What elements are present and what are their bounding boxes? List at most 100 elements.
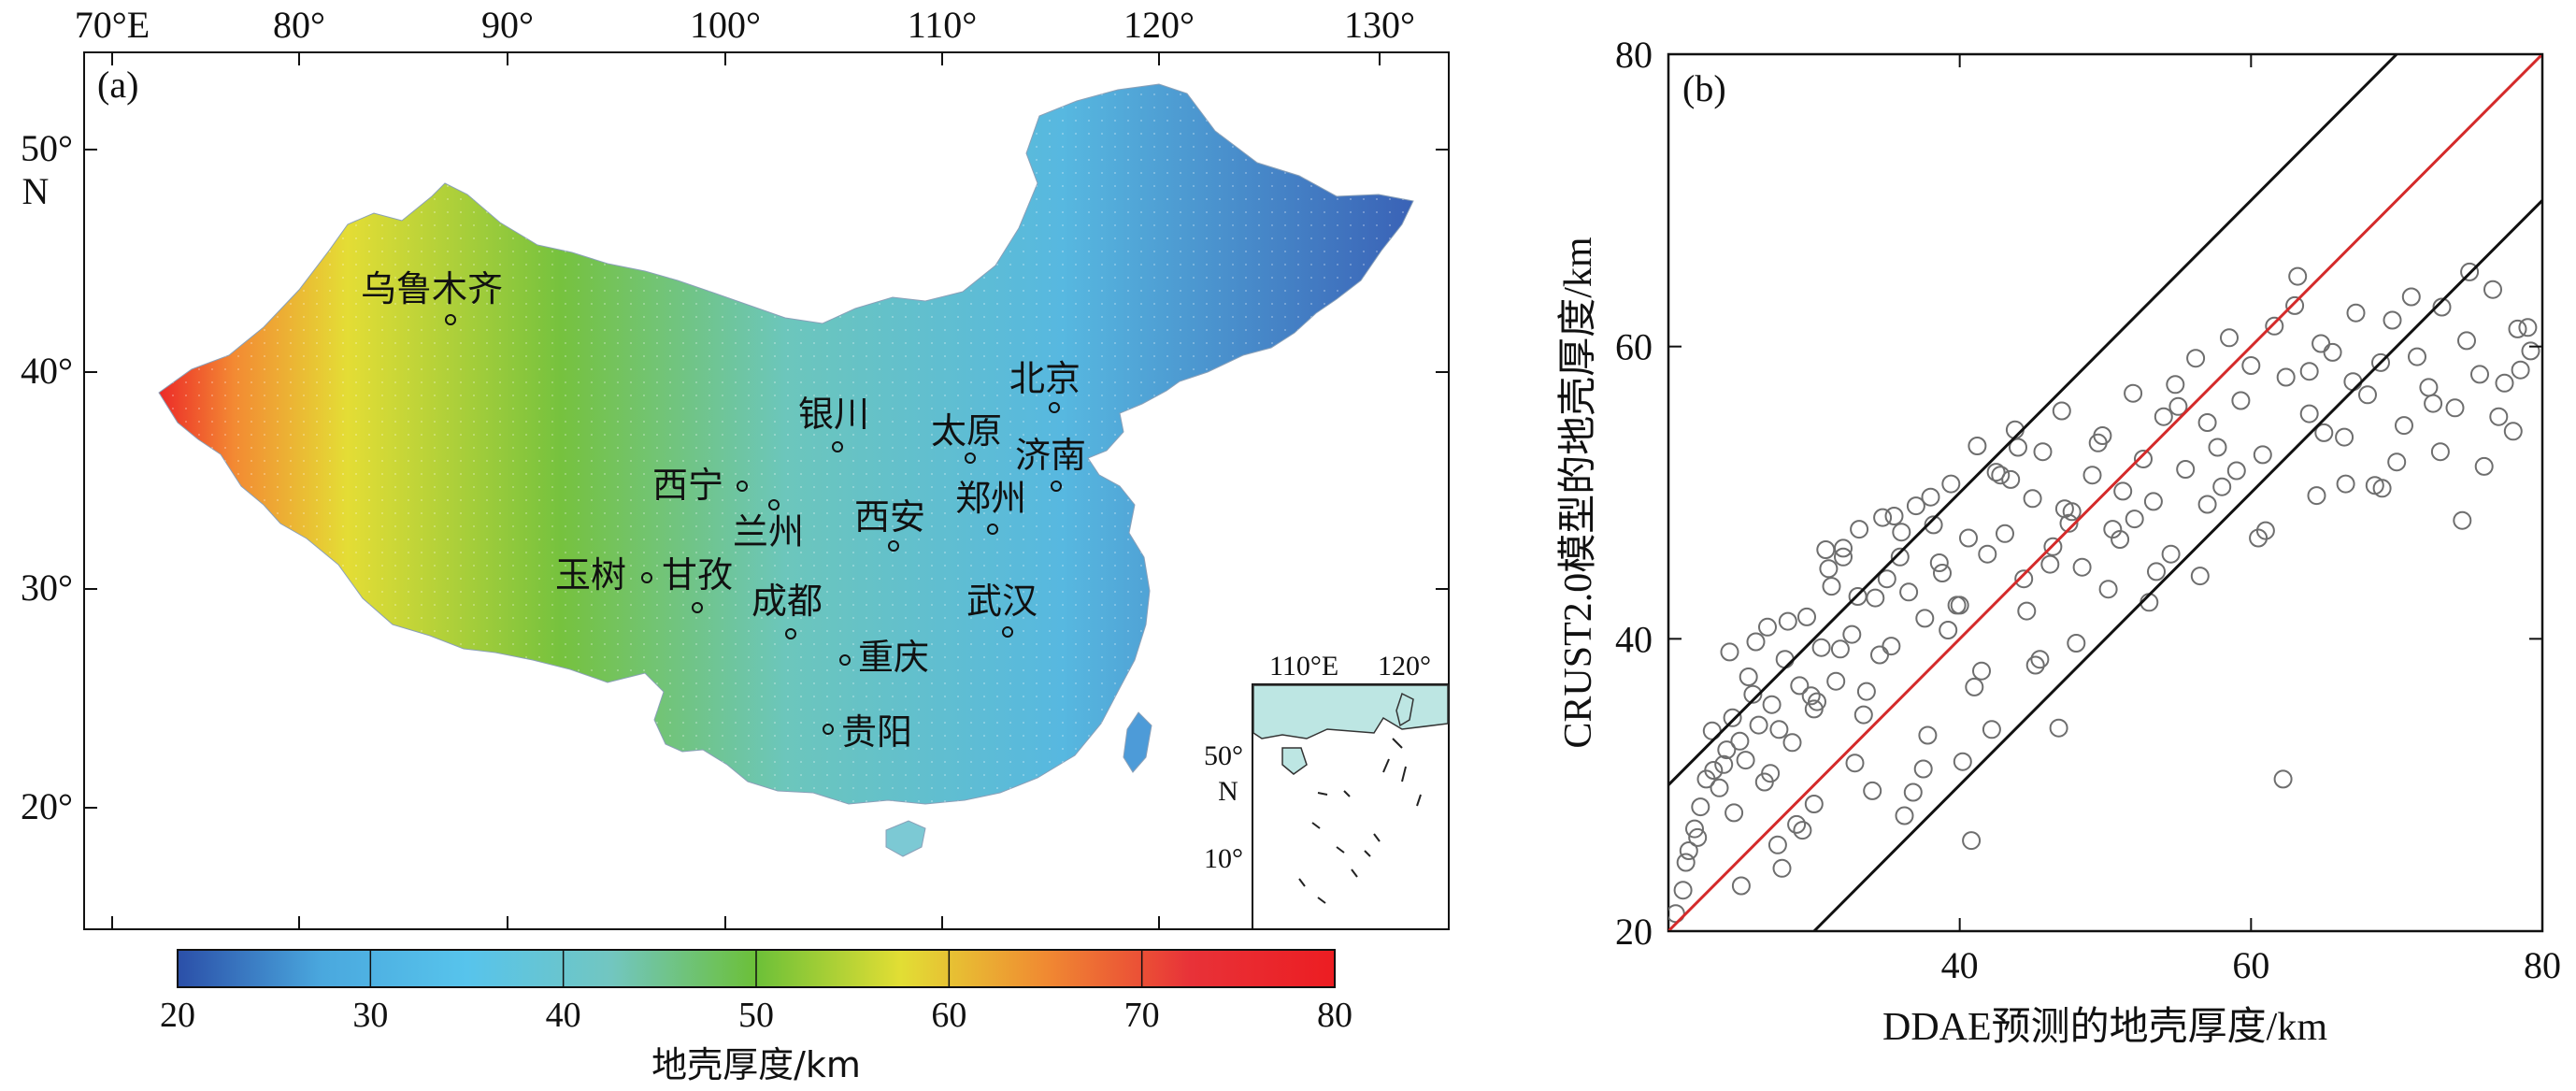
scatter-point-73 [2299,404,2319,423]
panel-a-axes: 70°E 80° 90° 100° 110° 120° 130°50°N40°30°20° [21,4,1449,929]
inset-dash-9 [1298,878,1306,887]
top-tick-label-5: 120° [1123,4,1195,46]
scatter-point-43 [1986,463,2006,482]
scatter-point-94 [1724,803,1744,823]
scatter-point-116 [2255,521,2275,540]
scatter-point-92 [1688,827,1708,847]
scatter-point-145 [2511,360,2530,380]
scatter-point-163 [1793,821,1812,840]
x-tick-label-1: 60 [2232,944,2269,986]
colorbar-tick-label-0: 20 [160,996,195,1035]
scatter-point-95 [1739,668,1758,686]
scatter-point-64 [2197,413,2217,432]
inset-dash-11 [1401,766,1407,782]
scatter-point-66 [2220,328,2239,348]
scatter-point-6 [1704,761,1724,780]
scatter-point-173 [1808,692,1826,711]
scatter-point-49 [2043,537,2063,556]
scatter-point-150 [1895,806,1914,825]
city-label-3: 太原 [931,410,1002,452]
scatter-point-46 [2014,569,2034,589]
scatter-point-177 [2025,655,2045,675]
x-tick-label-0: 40 [1941,944,1979,986]
scatter-point-75 [2323,342,2342,362]
scatter-point-23 [1819,559,1839,579]
scatter-point-4 [1691,797,1710,817]
y-tick-label-1: 40 [1615,618,1653,660]
inset-dash-6 [1364,850,1371,857]
panel-b-scatter: 40 60 80 20 40 60 80 (b) DDAE预测的地壳厚度/km CRUST2… [1557,34,2561,1049]
scatter-point-63 [2186,349,2206,368]
panel-a-label: (a) [97,64,138,106]
scatter-point-88 [2483,280,2502,299]
scatter-point-176 [1953,752,1972,771]
scatter-point-151 [1929,553,1949,572]
scatter-point-104 [1939,621,1958,639]
scatter-point-144 [2453,510,2472,530]
city-label-6: 郑州 [955,478,1026,519]
y-axis-label: CRUST2.0模型的地壳厚度/km [1557,237,1600,749]
scatter-point-58 [2134,450,2153,468]
panel-b-axes: 40 60 80 20 40 60 80 [1615,34,2561,986]
scatter-point-131 [1884,507,1904,525]
city-marker-9 [641,572,652,583]
top-tick-label-1: 80° [273,4,325,46]
scatter-point-110 [2088,433,2108,452]
inset-dash-2 [1317,792,1328,796]
inset-dash-12 [1416,794,1422,807]
inset-dash-1 [1382,758,1390,773]
scatter-point-121 [2401,287,2421,307]
scatter-point-98 [1801,686,1821,706]
inset-dash-3 [1343,790,1351,797]
city-label-5: 西宁 [652,465,723,506]
scatter-point-30 [1873,508,1893,527]
panel-a-map [83,51,1450,930]
top-tick-label-6: 130° [1344,4,1415,46]
scatter-point-34 [1906,496,1925,516]
scatter-point-160 [1676,853,1696,872]
scatter-point-99 [1822,577,1841,596]
city-label-8: 兰州 [733,511,804,553]
inset-dash-10 [1317,897,1326,904]
inset-left-tick-0: 50° [1204,740,1243,771]
scatter-point-56 [2113,481,2133,501]
scatter-point-180 [2503,422,2523,441]
scatter-point-84 [2432,297,2452,317]
colorbar-tick-label-2: 40 [546,996,581,1035]
scatter-point-19 [1790,676,1810,696]
scatter-point-77 [2346,303,2366,323]
scatter-point-47 [2023,489,2042,509]
city-label-1: 北京 [1009,358,1080,399]
inset-top-tick-1: 120° [1378,651,1431,682]
scatter-point-52 [2072,557,2092,577]
scatter-point-161 [1714,754,1734,774]
scatter-point-178 [2147,562,2166,581]
reference-line-0 [1668,54,2542,931]
scatter-point-123 [2460,262,2480,281]
inset-dash-5 [1336,846,1345,854]
scatter-point-97 [1778,611,1797,631]
scatter-point-142 [2336,474,2355,494]
left-tick-label-4: 20° [21,785,73,827]
top-tick-label-0: 70°E [75,4,150,46]
scatter-point-146 [1746,632,1766,652]
colorbar: 20 30 40 50 60 70 80 地壳厚度/km [160,949,1352,1085]
city-label-2: 银川 [798,394,869,435]
city-label-0: 乌鲁木齐 [361,268,503,309]
scatter-point-12 [1743,684,1763,704]
scatter-point-62 [2176,460,2196,479]
scatter-point-50 [2052,401,2071,421]
colorbar-tick-label-6: 80 [1317,996,1352,1035]
inset-dash-4 [1311,822,1321,829]
scatter-point-100 [1845,754,1865,773]
scatter-point-89 [2495,373,2514,393]
scatter-point-13 [1749,715,1768,735]
scatter-point-134 [1972,661,1991,681]
scatter-point-139 [2212,477,2232,496]
scatter-point-36 [1924,515,1943,535]
scatter-point-10 [1730,731,1750,751]
scatter-point-65 [2208,438,2227,457]
top-tick-label-4: 110° [908,4,978,46]
inset-coast [1252,684,1449,739]
